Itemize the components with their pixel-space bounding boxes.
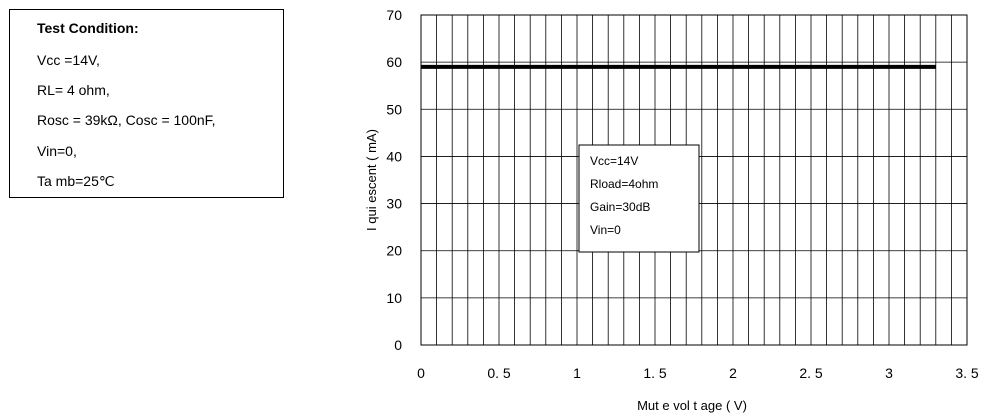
- annotation-box: [578, 144, 700, 253]
- x-tick-label: 2: [729, 365, 737, 381]
- test-condition-line: Vcc =14V,: [37, 52, 100, 68]
- annotation-line: Vcc=14V: [590, 154, 638, 168]
- y-tick-label: 40: [386, 148, 402, 164]
- y-axis-label: I qui escent ( mA): [364, 129, 379, 231]
- test-condition-title: Test Condition:: [37, 20, 139, 36]
- test-condition-line: Vin=0,: [37, 143, 77, 159]
- test-condition-line: Rosc = 39kΩ, Cosc = 100nF,: [37, 112, 216, 128]
- test-condition-line: RL= 4 ohm,: [37, 82, 110, 98]
- plot-frame: [420, 14, 968, 346]
- x-tick-label: 1. 5: [643, 365, 667, 381]
- x-axis-label: Mut e vol t age ( V): [637, 398, 747, 413]
- annotation-line: Gain=30dB: [590, 200, 650, 214]
- x-tick-label: 3. 5: [955, 365, 979, 381]
- y-tick-label: 70: [386, 7, 402, 23]
- y-tick-label: 30: [386, 196, 402, 212]
- y-tick-label: 0: [394, 337, 402, 353]
- x-tick-label: 3: [885, 365, 893, 381]
- test-condition-box: Test Condition: Vcc =14V, RL= 4 ohm, Ros…: [9, 9, 284, 198]
- y-tick-label: 20: [386, 243, 402, 259]
- x-tick-label: 2. 5: [799, 365, 823, 381]
- annotation-line: Rload=4ohm: [590, 177, 658, 191]
- x-tick-label: 0. 5: [487, 365, 511, 381]
- y-tick-label: 60: [386, 54, 402, 70]
- annotation-line: Vin=0: [590, 223, 621, 237]
- x-tick-label: 1: [573, 365, 581, 381]
- y-tick-label: 50: [386, 101, 402, 117]
- x-tick-label: 0: [417, 365, 425, 381]
- test-condition-line: Ta mb=25℃: [37, 173, 115, 189]
- y-tick-label: 10: [386, 290, 402, 306]
